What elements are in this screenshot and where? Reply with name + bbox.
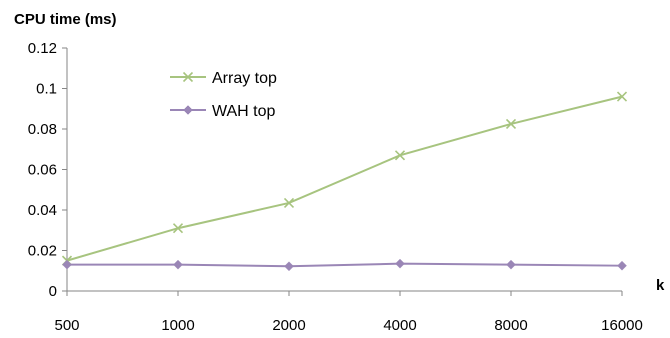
- series-point-x-marker: [172, 223, 184, 234]
- plot-area: [61, 91, 628, 272]
- y-tick-label: 0.1: [36, 81, 57, 98]
- legend-item-wah-top: WAH top: [170, 103, 276, 120]
- series-point-diamond-marker: [62, 259, 72, 270]
- series-point-diamond-marker: [173, 259, 183, 270]
- marker-stroke: [283, 197, 295, 208]
- x-tick-label: 4000: [383, 317, 416, 334]
- axes: 0 0.02 0.04 0.06 0.08 0.1 0.12 500 1000 2000 4000 8…: [28, 40, 643, 334]
- series-point-diamond-marker: [395, 258, 405, 269]
- series-point-x-marker: [616, 91, 628, 102]
- series-point-x-marker: [394, 150, 406, 161]
- x-tick-label: 16000: [601, 317, 643, 334]
- y-tick-label: 0.12: [28, 40, 57, 57]
- series-point-diamond-marker: [617, 260, 627, 271]
- marker-stroke: [616, 91, 628, 102]
- x-axis-title: k: [656, 277, 665, 294]
- marker-stroke: [394, 150, 406, 161]
- x-tick-label: 8000: [494, 317, 527, 334]
- series-array-top: [61, 91, 628, 266]
- legend-label: Array top: [212, 70, 277, 87]
- series-point-x-marker: [505, 118, 517, 130]
- x-tick-label: 500: [54, 317, 79, 334]
- series-point-diamond-marker: [183, 105, 193, 115]
- series-point-x-marker: [182, 71, 194, 83]
- series-line: [67, 262, 623, 268]
- series-point-diamond-marker: [506, 259, 516, 270]
- series-line: [66, 95, 623, 262]
- y-tick-label: 0.06: [28, 162, 57, 179]
- y-tick-label: 0.02: [28, 243, 57, 260]
- marker-stroke: [172, 223, 184, 234]
- y-tick-label: 0: [49, 283, 57, 300]
- marker-stroke: [505, 118, 517, 130]
- series-point-diamond-marker: [284, 261, 294, 272]
- legend-label: WAH top: [212, 103, 276, 120]
- y-tick-label: 0.04: [28, 202, 57, 219]
- y-axis-title: CPU time (ms): [14, 11, 117, 28]
- legend: Array top WAH top: [170, 70, 277, 120]
- series-wah-top: [62, 258, 627, 272]
- marker-stroke: [182, 71, 194, 83]
- series-point-x-marker: [283, 197, 295, 208]
- legend-item-array-top: Array top: [170, 70, 277, 87]
- x-tick-label: 2000: [272, 317, 305, 334]
- y-tick-label: 0.08: [28, 121, 57, 138]
- x-tick-label: 1000: [161, 317, 194, 334]
